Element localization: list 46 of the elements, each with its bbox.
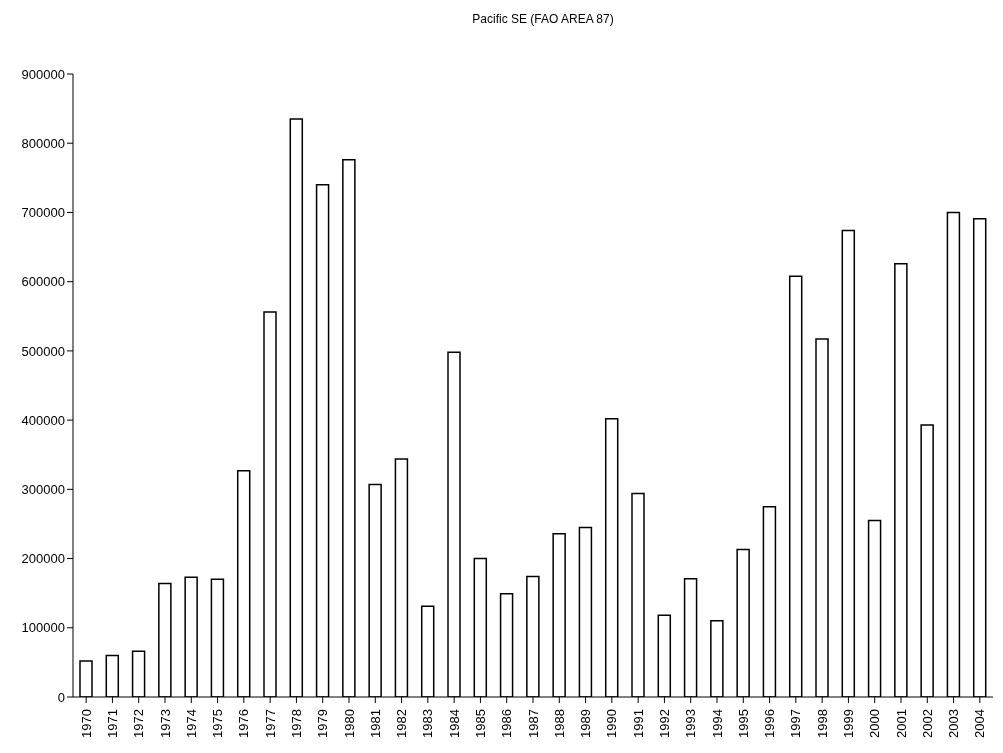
y-tick-label: 900000 — [21, 66, 65, 82]
x-tick-label: 1976 — [236, 709, 252, 738]
x-tick-label: 1989 — [578, 709, 594, 738]
x-tick-label: 1991 — [630, 709, 646, 738]
x-tick-label: 1974 — [183, 709, 199, 738]
x-tick-label: 1983 — [420, 709, 436, 738]
chart-title: Pacific SE (FAO AREA 87) — [471, 11, 615, 28]
x-tick-label: 1984 — [446, 709, 462, 738]
x-tick-label: 1972 — [131, 709, 147, 738]
x-tick-label: 1985 — [472, 709, 488, 738]
y-tick-label: 500000 — [21, 343, 65, 359]
x-tick-label: 1987 — [525, 709, 541, 738]
x-tick-label: 2001 — [893, 709, 909, 738]
x-tick-label: 1979 — [315, 709, 331, 738]
y-tick-label: 800000 — [21, 135, 65, 151]
x-tick-label: 1996 — [762, 709, 778, 738]
y-tick-label: 0 — [57, 689, 65, 705]
x-tick-label: 1981 — [367, 709, 383, 738]
x-tick-label: 1993 — [683, 709, 699, 738]
x-tick-label: 2000 — [867, 709, 883, 738]
y-tick-label: 300000 — [21, 481, 65, 497]
x-tick-label: 1978 — [288, 709, 304, 738]
y-tick-label: 200000 — [21, 551, 65, 567]
x-tick-label: 1973 — [157, 709, 173, 738]
x-tick-label: 1970 — [78, 709, 94, 738]
x-tick-label: 1980 — [341, 709, 357, 738]
x-tick-label: 1994 — [709, 709, 725, 738]
x-tick-label: 1982 — [394, 709, 410, 738]
y-tick-label: 100000 — [21, 620, 65, 636]
y-tick-label: 600000 — [21, 274, 65, 290]
x-tick-label: 1999 — [840, 709, 856, 738]
x-tick-label: 2003 — [946, 709, 962, 738]
x-tick-label: 1992 — [656, 709, 672, 738]
x-tick-label: 1998 — [814, 709, 830, 738]
x-tick-label: 1986 — [499, 709, 515, 738]
x-tick-label: 1995 — [735, 709, 751, 738]
x-tick-label: 1977 — [262, 709, 278, 738]
x-tick-label: 1975 — [210, 709, 226, 738]
x-tick-label: 1971 — [104, 709, 120, 738]
x-tick-label: 1997 — [788, 709, 804, 738]
y-tick-label: 400000 — [21, 412, 65, 428]
x-tick-label: 2004 — [972, 709, 988, 738]
y-tick-label: 700000 — [21, 205, 65, 221]
x-tick-label: 1990 — [604, 709, 620, 738]
x-tick-label: 2002 — [919, 709, 935, 738]
x-tick-label: 1988 — [551, 709, 567, 738]
